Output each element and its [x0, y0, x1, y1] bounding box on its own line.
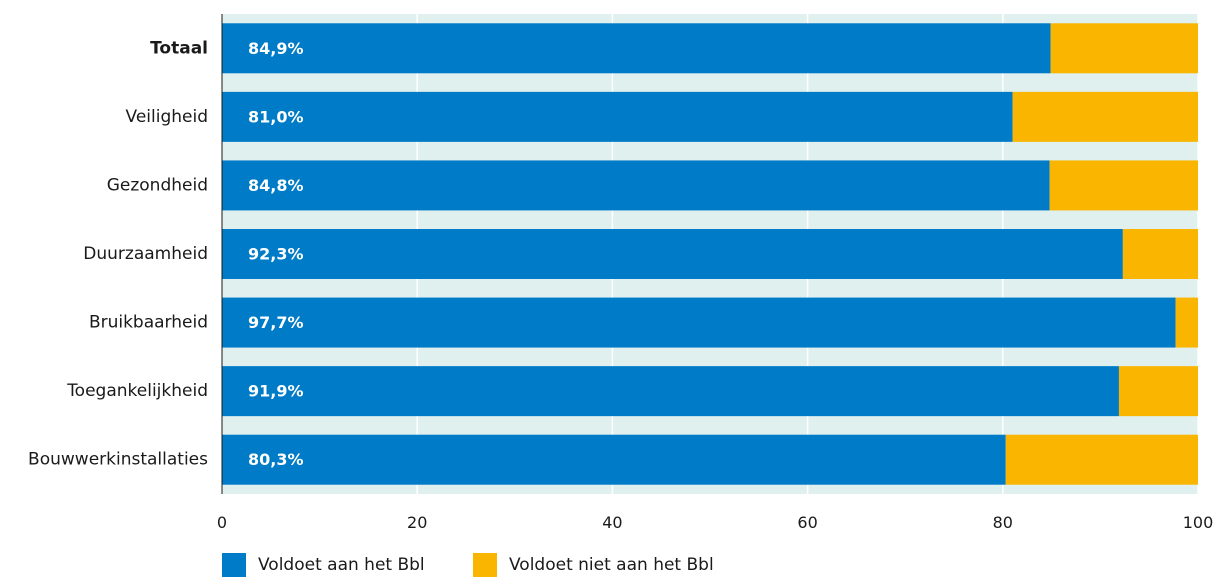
category-labels: Totaal Veiligheid Gezondheid Duurzaamheid Br…	[28, 38, 208, 469]
bar-bruikbaarheid-series-1	[1175, 297, 1198, 348]
legend: Voldoet aan het Bbl Voldoet niet aan het …	[222, 553, 714, 577]
x-tick-label-20: 20	[407, 513, 427, 532]
bar-totaal-series-1	[1050, 23, 1198, 74]
bar-gezondheid-series-1	[1049, 160, 1198, 211]
category-label-duurzaamheid: Duurzaamheid	[83, 244, 208, 264]
x-tick-label-80: 80	[993, 513, 1013, 532]
x-axis: 0 20 40 60 80 100	[217, 14, 1213, 532]
x-tick-label-0: 0	[217, 513, 227, 532]
category-label-toegankelijkheid: Toegankelijkheid	[66, 381, 208, 401]
category-label-totaal: Totaal	[150, 38, 208, 58]
bar-bouwwerkinstallaties-series-0	[222, 434, 1006, 485]
x-tick-label-60: 60	[797, 513, 817, 532]
bar-toegankelijkheid-series-0	[222, 366, 1119, 417]
value-label-duurzaamheid: 92,3%	[248, 245, 304, 264]
category-label-veiligheid: Veiligheid	[126, 107, 208, 127]
bar-duurzaamheid-series-0	[222, 229, 1123, 279]
value-label-totaal: 84,9%	[248, 39, 304, 58]
bar-toegankelijkheid-series-1	[1118, 366, 1198, 417]
value-label-veiligheid: 81,0%	[248, 107, 304, 126]
legend-label-1: Voldoet niet aan het Bbl	[509, 555, 714, 575]
legend-label-0: Voldoet aan het Bbl	[258, 555, 425, 575]
bars	[222, 23, 1198, 485]
bar-totaal-series-0	[222, 23, 1051, 74]
value-label-bruikbaarheid: 97,7%	[248, 313, 304, 332]
bar-veiligheid-series-0	[222, 91, 1013, 142]
value-labels: 84,9% 81,0% 84,8% 92,3% 97,7% 91,9% 80,3%	[248, 39, 304, 469]
category-label-bouwwerkinstallaties: Bouwwerkinstallaties	[28, 450, 208, 470]
value-label-gezondheid: 84,8%	[248, 176, 304, 195]
bar-veiligheid-series-1	[1012, 91, 1198, 142]
bar-duurzaamheid-series-1	[1122, 229, 1198, 279]
category-label-gezondheid: Gezondheid	[107, 175, 208, 195]
legend-swatch-0	[222, 553, 246, 577]
bar-bruikbaarheid-series-0	[222, 297, 1176, 348]
x-tick-label-100: 100	[1183, 513, 1213, 532]
bar-bouwwerkinstallaties-series-1	[1005, 434, 1198, 485]
value-label-bouwwerkinstallaties: 80,3%	[248, 450, 304, 469]
x-tick-label-40: 40	[602, 513, 622, 532]
value-label-toegankelijkheid: 91,9%	[248, 382, 304, 401]
category-label-bruikbaarheid: Bruikbaarheid	[89, 313, 208, 333]
legend-swatch-1	[473, 553, 497, 577]
bar-gezondheid-series-0	[222, 160, 1050, 211]
